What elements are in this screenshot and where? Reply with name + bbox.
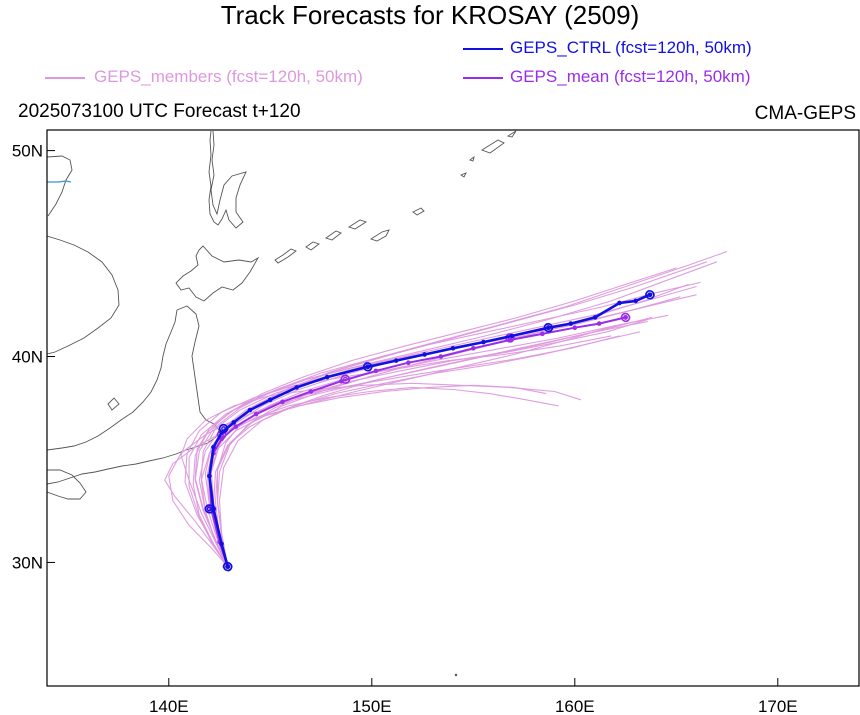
ctrl-track-point-20 <box>592 315 598 320</box>
x-tick-label: 150E <box>352 697 392 715</box>
member-track-12 <box>200 285 697 567</box>
ctrl-track-typhoon-eye-2 <box>206 506 212 512</box>
ctrl-track-typhoon-eye-1 <box>225 564 231 569</box>
axis-ticks: 140E 150E 160E 170E 30N 40N 50N <box>12 142 798 715</box>
ctrl-track-point-8 <box>247 407 253 413</box>
mean-track-point-13 <box>406 360 411 365</box>
islet-dot <box>454 673 458 677</box>
x-tick-label: 140E <box>149 697 189 715</box>
member-tracks <box>164 250 728 567</box>
ctrl-track-typhoon-eye-3 <box>221 426 227 431</box>
mean-track-point-15 <box>471 345 476 351</box>
ctrl-track-point-10 <box>294 385 299 390</box>
legend-ctrl-label: GEPS_CTRL (fcst=120h, 50km) <box>510 38 752 57</box>
ctrl-track-point-14 <box>422 352 427 357</box>
ctrl-track-typhoon-eye-4 <box>365 364 371 370</box>
member-track-19 <box>216 318 649 567</box>
mean-track-point-7 <box>233 424 239 429</box>
y-tick-label: 40N <box>12 348 43 367</box>
ctrl-track-point-17 <box>509 333 515 339</box>
forecast-time-label: 2025073100 UTC Forecast t+120 <box>18 101 301 122</box>
ctrl-track-typhoon-marker-6 <box>645 289 655 300</box>
ctrl-track-point-9 <box>268 397 273 403</box>
y-tick-label: 30N <box>12 553 43 572</box>
mean-track-point-18 <box>572 325 578 330</box>
y-tick-label: 50N <box>12 142 43 161</box>
ctrl-track-point-2 <box>219 541 224 547</box>
legend-ctrl-line <box>463 48 503 50</box>
mean-track-point-19 <box>596 321 602 326</box>
ctrl-track-point-7 <box>231 420 237 425</box>
ctrl-track-point-15 <box>450 345 456 351</box>
mean-track-point-17 <box>540 331 545 337</box>
ctrl-track-typhoon-eye-5 <box>546 325 551 331</box>
chart-title: Track Forecasts for KROSAY (2509) <box>220 0 640 30</box>
member-track-2 <box>204 261 707 567</box>
ctrl-track-typhoon-marker-3 <box>218 423 229 434</box>
legend-members-label: GEPS_members (fcst=120h, 50km) <box>94 67 363 86</box>
legend-mean-line <box>463 77 503 79</box>
ctrl-track-typhoon-marker-4 <box>362 362 373 372</box>
ctrl-track-point-5 <box>211 444 216 450</box>
member-track-17 <box>214 283 689 567</box>
ctrl-track-typhoon-marker-1 <box>222 561 233 572</box>
x-tick-label: 170E <box>758 697 798 715</box>
river-fragment <box>47 180 72 183</box>
map-frame <box>46 129 860 687</box>
coastlines <box>47 130 517 500</box>
ctrl-track-point-21 <box>617 300 622 306</box>
ctrl-track-point-4 <box>207 473 212 479</box>
ctrl-track-typhoon-marker-5 <box>543 322 554 333</box>
mean-track-typhoon-eye-6 <box>623 314 628 320</box>
x-tick-label: 160E <box>555 697 595 715</box>
mean-track-typhoon-eye-4 <box>343 376 348 382</box>
member-track-16 <box>200 386 559 567</box>
mean-track-typhoon-marker-4 <box>340 374 351 384</box>
ctrl-track <box>204 289 655 572</box>
ctrl-track-point-19 <box>568 321 574 326</box>
mean-track-point-10 <box>308 389 314 394</box>
mean-track-point-12 <box>373 368 379 374</box>
ctrl-track-point-11 <box>324 374 330 380</box>
member-track-20 <box>194 281 701 567</box>
member-track-6 <box>216 314 669 567</box>
mean-track-point-8 <box>253 411 259 417</box>
ctrl-track-point-22 <box>633 298 638 304</box>
legend-mean-label: GEPS_mean (fcst=120h, 50km) <box>510 67 751 86</box>
member-track-8 <box>206 335 620 567</box>
mean-track-typhoon-marker-6 <box>620 312 631 323</box>
member-track-7 <box>184 335 612 567</box>
mean-track-point-9 <box>280 399 285 405</box>
ctrl-track-typhoon-marker-2 <box>204 504 215 514</box>
legend-members-line <box>45 77 85 79</box>
mean-track-point-14 <box>438 354 444 359</box>
ctrl-track-point-13 <box>393 358 399 363</box>
member-track-14 <box>168 316 653 567</box>
member-track-13 <box>218 331 640 567</box>
source-label: CMA-GEPS <box>754 103 856 124</box>
member-track-18 <box>192 267 677 567</box>
ctrl-track-typhoon-eye-6 <box>647 292 653 298</box>
ctrl-track-point-16 <box>481 339 486 345</box>
member-track-9 <box>180 382 582 567</box>
